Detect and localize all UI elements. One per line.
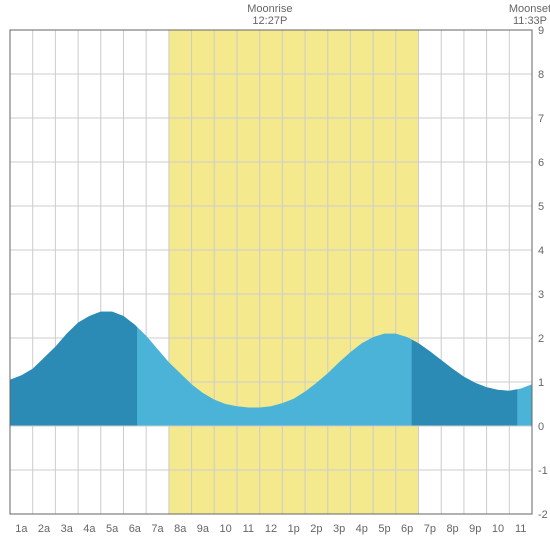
x-tick-label: 7p <box>424 523 436 535</box>
x-tick-label: 5p <box>378 523 390 535</box>
x-tick-label: 1a <box>15 523 28 535</box>
x-tick-label: 9a <box>197 523 210 535</box>
y-tick-label: 6 <box>538 157 544 169</box>
y-tick-label: 8 <box>538 69 544 81</box>
moonrise-label: Moonrise <box>247 3 292 15</box>
x-tick-label: 6a <box>129 523 142 535</box>
y-tick-label: 5 <box>538 201 544 213</box>
y-tick-label: 0 <box>538 421 544 433</box>
x-tick-label: 8a <box>174 523 187 535</box>
y-tick-label: 2 <box>538 333 544 345</box>
x-tick-label: 4a <box>83 523 96 535</box>
x-tick-label: 3p <box>333 523 345 535</box>
x-tick-label: 10 <box>492 523 504 535</box>
moonset-time: 11:33P <box>513 15 547 27</box>
y-tick-label: 4 <box>538 245 544 257</box>
tide-chart: -2-101234567891a2a3a4a5a6a7a8a9a1011121p… <box>0 0 550 550</box>
y-tick-label: 7 <box>538 113 544 125</box>
x-tick-label: 6p <box>401 523 413 535</box>
x-tick-label: 11 <box>243 523 254 535</box>
x-tick-label: 2p <box>310 523 322 535</box>
x-tick-label: 8p <box>446 523 458 535</box>
x-tick-label: 7a <box>151 523 164 535</box>
x-tick-label: 10 <box>219 523 231 535</box>
x-tick-label: 5a <box>106 523 119 535</box>
y-tick-label: -1 <box>538 465 548 477</box>
y-tick-label: -2 <box>538 509 548 521</box>
x-tick-label: 1p <box>288 523 300 535</box>
x-tick-label: 4p <box>356 523 368 535</box>
x-tick-label: 3a <box>61 523 74 535</box>
y-tick-label: 1 <box>538 377 544 389</box>
x-tick-label: 12 <box>265 523 277 535</box>
moonrise-time: 12:27P <box>252 15 287 27</box>
moonset-label: Moonset <box>509 3 550 15</box>
x-tick-label: 2a <box>38 523 51 535</box>
y-tick-label: 3 <box>538 289 544 301</box>
x-tick-label: 9p <box>469 523 481 535</box>
x-tick-label: 11 <box>515 523 526 535</box>
